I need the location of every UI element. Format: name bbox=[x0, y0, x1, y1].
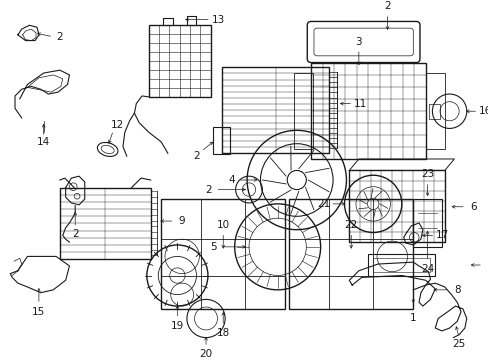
Text: 24: 24 bbox=[420, 264, 433, 274]
Text: 9: 9 bbox=[178, 216, 184, 226]
Text: 2: 2 bbox=[384, 1, 390, 11]
Bar bbox=[60, 188, 150, 259]
Text: 1: 1 bbox=[409, 314, 416, 324]
Bar bbox=[212, 127, 229, 154]
Bar bbox=[148, 25, 210, 97]
Text: 3: 3 bbox=[355, 37, 362, 48]
Text: 7: 7 bbox=[487, 260, 488, 270]
Text: 11: 11 bbox=[353, 99, 366, 109]
Text: 16: 16 bbox=[478, 106, 488, 116]
Bar bbox=[412, 199, 441, 247]
Bar bbox=[427, 104, 439, 119]
Bar bbox=[222, 67, 328, 153]
Text: 2: 2 bbox=[57, 32, 63, 42]
Bar bbox=[425, 73, 444, 149]
Text: 2: 2 bbox=[205, 185, 212, 194]
Bar bbox=[348, 170, 444, 242]
Bar bbox=[293, 73, 312, 149]
Text: 5: 5 bbox=[210, 242, 217, 252]
Text: 23: 23 bbox=[420, 169, 433, 179]
Bar bbox=[288, 199, 412, 309]
Text: 25: 25 bbox=[451, 339, 465, 349]
Text: 13: 13 bbox=[211, 14, 224, 24]
Bar bbox=[310, 63, 425, 159]
Text: 2: 2 bbox=[193, 151, 200, 161]
Text: 10: 10 bbox=[216, 220, 229, 230]
Text: 17: 17 bbox=[434, 230, 447, 240]
Bar bbox=[372, 258, 429, 272]
Text: 20: 20 bbox=[199, 349, 212, 359]
Text: 4: 4 bbox=[228, 175, 235, 185]
Text: 14: 14 bbox=[37, 137, 50, 147]
Text: 12: 12 bbox=[110, 120, 123, 130]
Text: 19: 19 bbox=[170, 321, 183, 331]
Bar bbox=[367, 255, 434, 275]
Text: 8: 8 bbox=[453, 285, 460, 295]
Text: 2: 2 bbox=[72, 229, 79, 239]
Text: 22: 22 bbox=[344, 220, 357, 230]
Bar bbox=[161, 199, 285, 309]
Text: 21: 21 bbox=[316, 199, 329, 209]
Text: 18: 18 bbox=[216, 328, 229, 338]
Text: 15: 15 bbox=[32, 307, 45, 317]
Text: 6: 6 bbox=[469, 202, 476, 212]
